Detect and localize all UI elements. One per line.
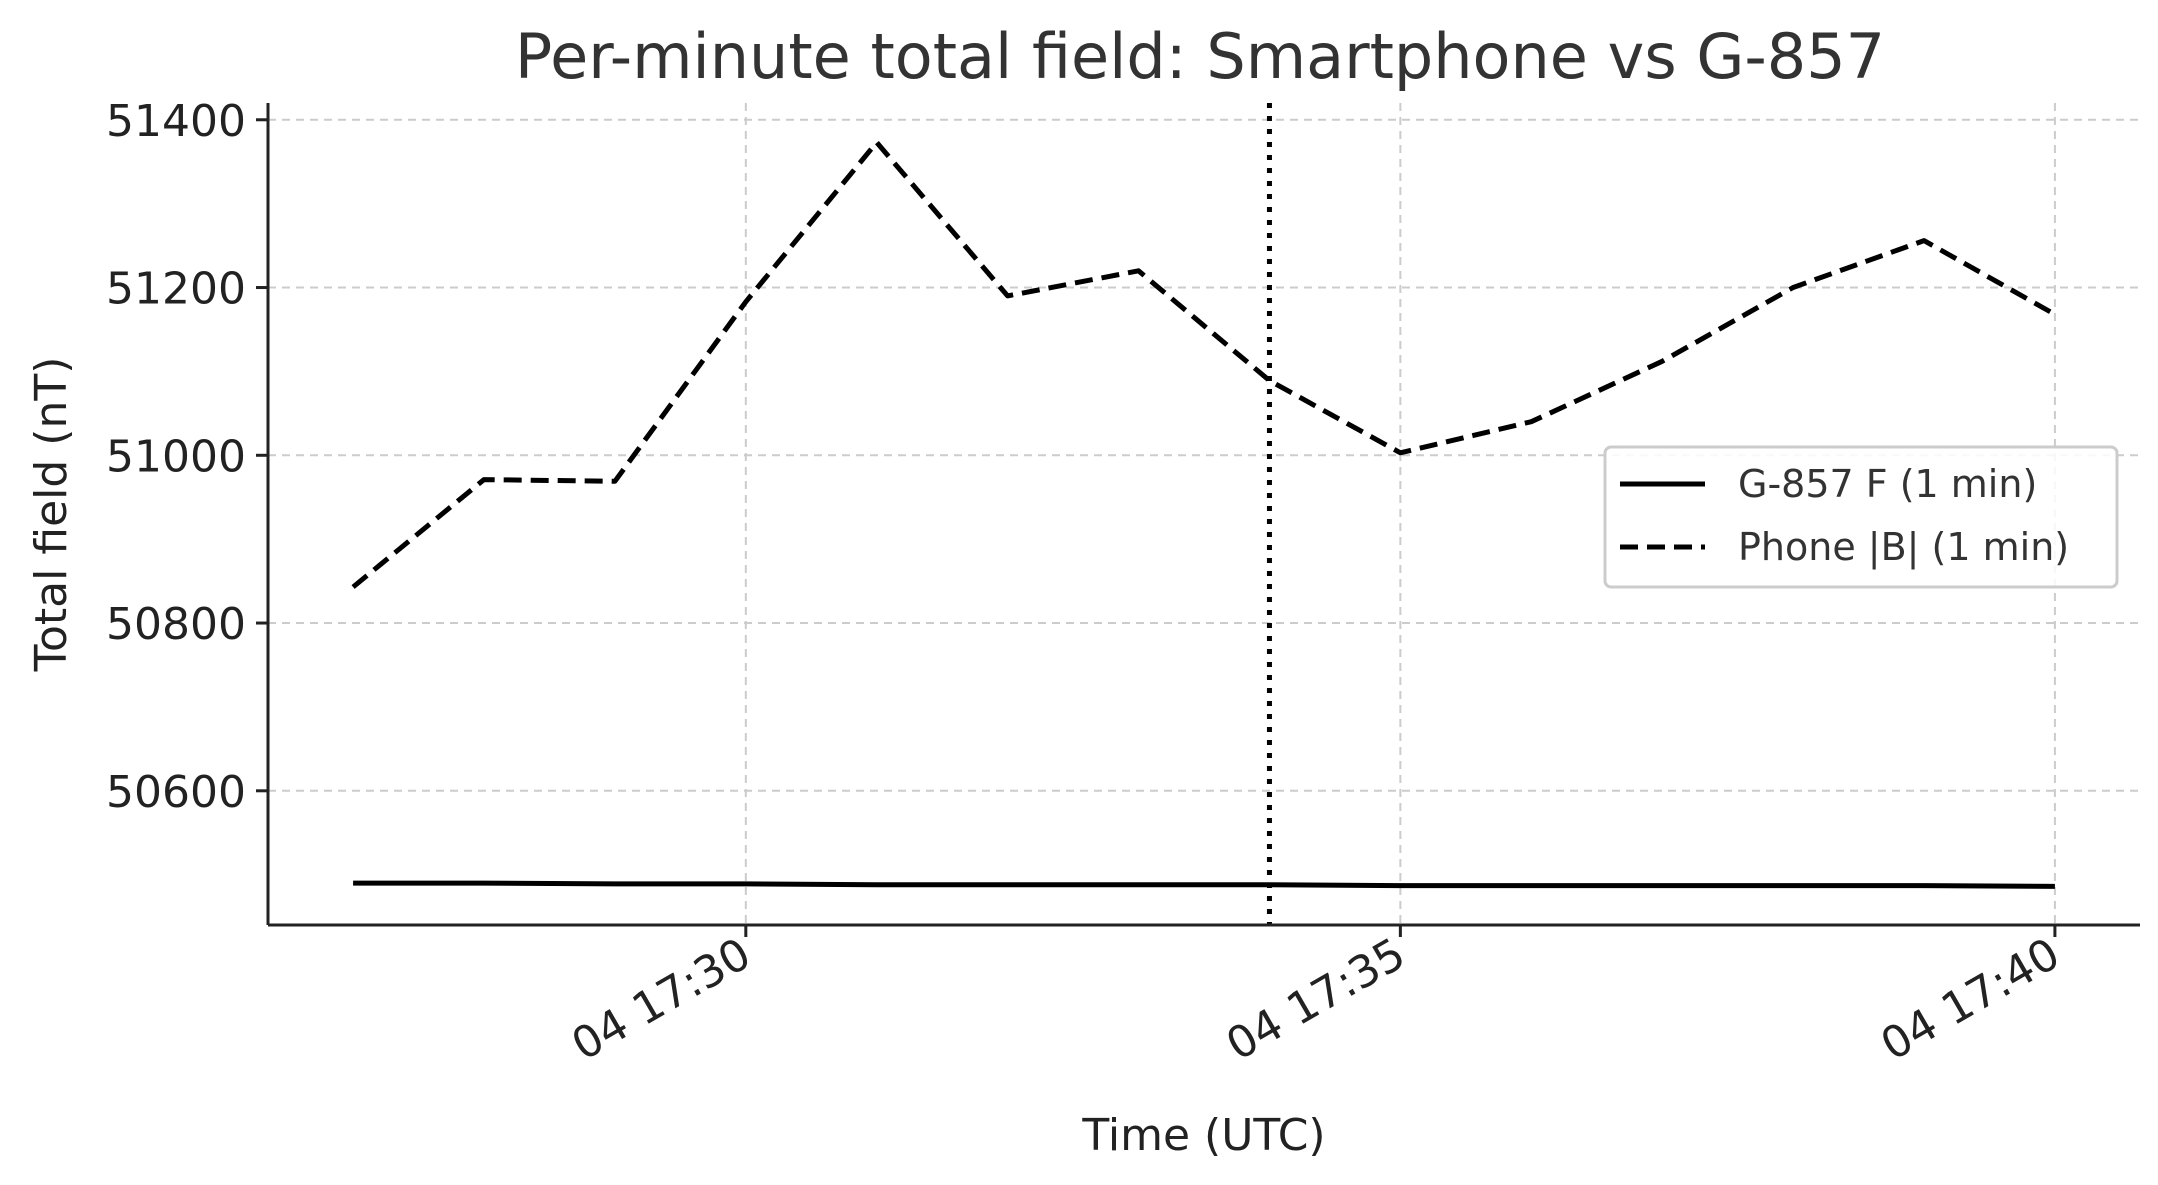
series-line-g857 bbox=[353, 880, 2055, 889]
legend-box bbox=[1603, 445, 2119, 589]
y-axis-label: Total field (nT) bbox=[26, 357, 77, 673]
y-tick-label: 51400 bbox=[106, 96, 246, 147]
x-axis-label: Time (UTC) bbox=[1081, 1110, 1325, 1161]
y-tick-label: 50800 bbox=[106, 599, 246, 650]
series-layer bbox=[351, 139, 2057, 889]
series-line-phone bbox=[351, 139, 2057, 589]
axes bbox=[266, 103, 2140, 927]
y-tick-label: 51000 bbox=[106, 431, 246, 482]
chart-title: Per-minute total field: Smartphone vs G-… bbox=[515, 20, 1885, 93]
y-ticks: 50600 50800 51000 51200 51400 bbox=[106, 96, 268, 818]
legend-label-g857: G-857 F (1 min) bbox=[1738, 462, 2037, 506]
legend-label-phone: Phone |B| (1 min) bbox=[1738, 525, 2069, 570]
y-tick-label: 51200 bbox=[106, 264, 246, 315]
legend: G-857 F (1 min) Phone |B| (1 min) bbox=[1603, 445, 2119, 589]
y-tick-label: 50600 bbox=[106, 767, 246, 818]
